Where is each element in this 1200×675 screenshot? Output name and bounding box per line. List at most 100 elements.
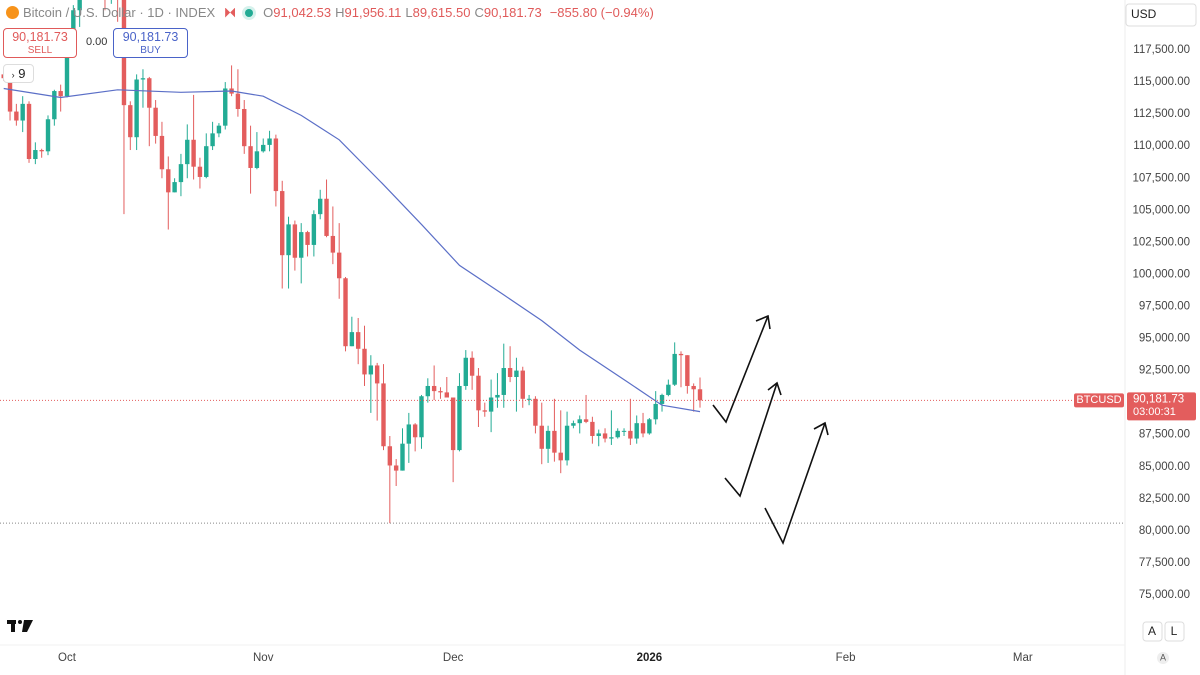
candle-body	[672, 353, 677, 385]
candle-body	[343, 278, 348, 347]
candle-body	[476, 375, 481, 411]
candle-body	[14, 111, 19, 121]
scale-button-label[interactable]: L	[1171, 624, 1178, 638]
ohlc-key: H	[335, 5, 345, 20]
candle-body	[292, 224, 298, 258]
status-dot	[245, 8, 254, 17]
candle-body	[621, 430, 627, 432]
candle-body	[533, 398, 538, 426]
y-tick-label: 85,000.00	[1139, 461, 1190, 473]
candle-body	[507, 368, 513, 377]
candle-body	[235, 93, 241, 109]
auto-label[interactable]: A	[1160, 652, 1166, 662]
candle-body	[640, 423, 646, 434]
y-tick-label: 92,500.00	[1139, 365, 1190, 377]
candle-body	[526, 398, 532, 400]
sell-price[interactable]: 90,181.73	[12, 30, 68, 44]
y-tick-label: 95,000.00	[1139, 333, 1190, 345]
candle-body	[482, 410, 487, 412]
indicator-count[interactable]: 9	[18, 66, 26, 81]
candle-body	[45, 119, 51, 152]
sell-button[interactable]: 90,181.73 SELL	[3, 28, 77, 58]
candle-body	[204, 146, 209, 177]
candle-body	[191, 139, 196, 167]
y-tick-label: 82,500.00	[1139, 493, 1190, 505]
sell-label[interactable]: SELL	[27, 45, 53, 56]
candle-body	[406, 424, 412, 444]
candle-body	[267, 138, 272, 145]
y-tick-label: 80,000.00	[1139, 525, 1190, 537]
y-tick-label: 117,500.00	[1133, 44, 1190, 56]
ohlc-value: 91,042.53	[273, 5, 332, 20]
candle-body	[349, 332, 355, 347]
x-tick-label: Mar	[1013, 652, 1033, 664]
candle-body	[261, 144, 266, 152]
candle-body	[39, 150, 44, 152]
buy-label[interactable]: BUY	[140, 45, 161, 56]
candle-body	[647, 419, 652, 434]
candle-body	[197, 166, 203, 177]
candle-body	[223, 88, 228, 126]
x-tick-label: Feb	[836, 652, 856, 664]
price-tag-label: 90,181.73	[1133, 393, 1184, 405]
symbol-name: Bitcoin / U.S. Dollar · 1D · INDEX	[23, 5, 216, 20]
countdown-label: 03:00:31	[1133, 406, 1176, 418]
buy-button[interactable]: 90,181.73 BUY	[113, 28, 188, 58]
candle-body	[678, 353, 684, 356]
tv-logo	[7, 620, 33, 632]
currency-label[interactable]: USD	[1131, 7, 1157, 21]
candle-body	[615, 430, 620, 438]
x-tick-label: Dec	[443, 652, 464, 664]
candle-body	[64, 35, 70, 97]
candle-body	[685, 355, 690, 386]
candle-body	[393, 465, 399, 471]
candle-body	[495, 394, 500, 398]
candle-body	[545, 430, 551, 449]
spread: 0.00	[86, 36, 108, 48]
candle-body	[628, 430, 633, 439]
candle-body	[381, 383, 386, 447]
ohlc: O91,042.53 H91,956.11 L89,615.50 C90,181.73	[263, 5, 546, 20]
auto-button[interactable]	[1157, 652, 1169, 664]
candle-body	[374, 365, 380, 384]
candle-body	[659, 394, 665, 404]
y-tick-label: 115,000.00	[1133, 76, 1190, 88]
x-tick-label: Oct	[58, 652, 77, 664]
legend-header: Bitcoin / U.S. Dollar · 1D · INDEX O91,0…	[6, 5, 658, 20]
candle-body	[248, 146, 253, 168]
arrow	[712, 315, 769, 424]
ohlc-key: O	[263, 5, 274, 20]
candle-body	[368, 365, 374, 375]
y-tick-label: 75,000.00	[1139, 589, 1190, 601]
symbol-tag	[1074, 393, 1124, 408]
x-tick-label: Nov	[253, 652, 274, 664]
market-icon	[225, 7, 236, 18]
y-tick-label: 102,500.00	[1132, 236, 1190, 248]
candle-body	[590, 421, 595, 436]
candle-body	[438, 391, 443, 393]
candle-body	[159, 135, 165, 170]
candle-body	[577, 419, 582, 424]
candle-body	[488, 397, 494, 412]
scale-button[interactable]	[1142, 621, 1163, 642]
y-tick-label: 105,000.00	[1132, 204, 1190, 216]
candle-body	[140, 78, 146, 80]
y-tick-label: 100,000.00	[1132, 268, 1190, 280]
currency-select[interactable]	[1125, 3, 1197, 27]
candle-body	[558, 452, 563, 461]
candle-body	[254, 151, 260, 168]
scale-button-label[interactable]: A	[1148, 624, 1156, 638]
candle-body	[463, 357, 468, 386]
scale-button[interactable]	[1164, 621, 1185, 642]
buy-price[interactable]: 90,181.73	[122, 30, 179, 44]
y-tick-label: 77,500.00	[1139, 557, 1190, 569]
candle-body	[419, 396, 424, 438]
candle-body	[172, 182, 177, 193]
indicator-toggle[interactable]: › 9	[3, 64, 34, 83]
ohlc-value: 89,615.50	[412, 5, 471, 20]
candle-body	[7, 78, 13, 112]
candle-body	[216, 125, 222, 134]
candle-body	[52, 91, 57, 120]
candle-body	[77, 0, 82, 11]
candle-body	[697, 389, 703, 401]
